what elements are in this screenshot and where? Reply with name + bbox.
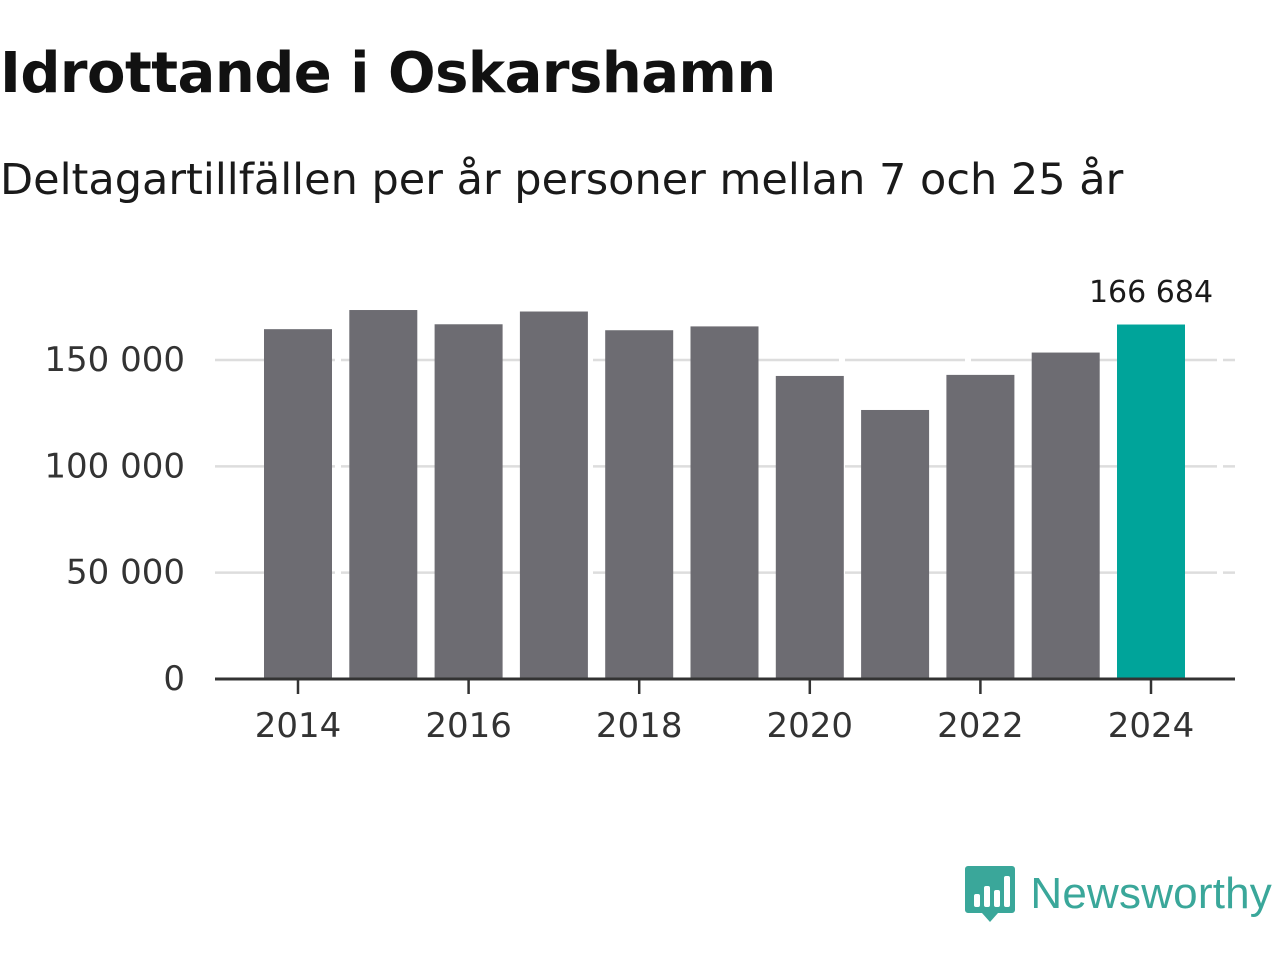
newsworthy-logo-icon	[965, 866, 1016, 922]
data-label: 166 684	[1089, 275, 1213, 310]
bar-2015	[349, 310, 418, 679]
y-tick-label: 50 000	[66, 553, 185, 593]
y-tick-label: 100 000	[44, 446, 185, 486]
chart-title: Idrottande i Oskarshamn	[0, 41, 776, 106]
bar-2020	[775, 375, 844, 679]
x-tick-label: 2016	[425, 706, 512, 746]
bar-2022	[946, 374, 1015, 679]
bar-2014	[264, 329, 332, 679]
x-tick-label: 2020	[767, 706, 854, 746]
bar-2023	[1031, 352, 1100, 679]
bar-2016	[434, 324, 503, 679]
brand: Newsworthy	[964, 864, 1272, 924]
chart-subtitle: Deltagartillfällen per år personer mella…	[0, 155, 1124, 205]
x-tick-label: 2014	[255, 706, 342, 746]
y-tick-label: 150 000	[44, 340, 185, 380]
y-tick-label: 0	[163, 659, 185, 699]
bar-2021	[861, 409, 930, 679]
brand-name: Newsworthy	[1030, 869, 1272, 918]
x-tick-label: 2024	[1108, 706, 1195, 746]
bar-2024	[1117, 324, 1185, 679]
bar-2018	[605, 330, 674, 679]
x-tick-label: 2022	[937, 706, 1024, 746]
bar-2019	[690, 326, 759, 679]
bar-2017	[519, 311, 588, 679]
x-tick-label: 2018	[596, 706, 683, 746]
